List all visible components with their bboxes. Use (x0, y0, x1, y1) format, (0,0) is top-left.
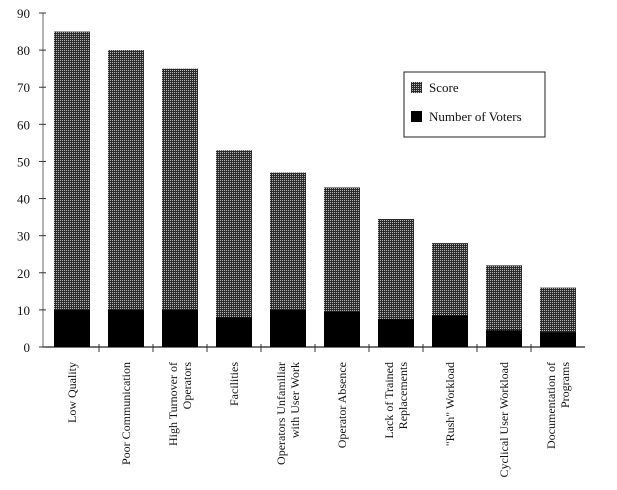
legend: Score Number of Voters (403, 71, 546, 138)
bar-score (162, 68, 198, 348)
y-tick-label: 60 (17, 117, 30, 132)
bar-score (216, 150, 252, 347)
x-tick-label-line: Operator Absence (335, 362, 349, 448)
y-tick-label: 50 (17, 154, 30, 169)
x-tick-label-line: Poor Communication (119, 362, 133, 465)
x-tick-label-line: Facilities (227, 362, 241, 406)
y-tick-label: 80 (17, 43, 30, 58)
x-tick-label-line: Replacements (396, 362, 410, 430)
y-tick-label: 20 (17, 266, 30, 281)
bar-number-of-voters (54, 309, 90, 347)
bar-number-of-voters (486, 330, 522, 347)
y-tick-label: 40 (17, 192, 30, 207)
legend-box (403, 71, 546, 138)
legend-label: Number of Voters (429, 109, 522, 124)
bar-number-of-voters (270, 309, 306, 347)
bar-number-of-voters (432, 315, 468, 347)
y-tick-label: 0 (24, 340, 31, 355)
x-tick-label: "Rush" Workload (443, 362, 457, 446)
bar-score (108, 50, 144, 347)
y-tick-label: 30 (17, 229, 30, 244)
x-tick-label-line: Lack of Trained (382, 362, 396, 439)
bar-number-of-voters (540, 332, 576, 347)
x-tick-label-line: High Turnover of (166, 362, 180, 446)
x-tick-label: High Turnover ofOperators (166, 362, 194, 446)
x-tick-label-line: Cyclical User Workload (497, 362, 511, 477)
bar-number-of-voters (216, 317, 252, 347)
x-tick-label-line: Documentation of (544, 362, 558, 449)
bar-score (54, 31, 90, 348)
x-tick-label-line: Low Quality (65, 362, 79, 423)
y-tick-label: 90 (17, 6, 30, 21)
bar-number-of-voters (108, 309, 144, 347)
y-tick-label: 10 (17, 303, 30, 318)
x-tick-label: Cyclical User Workload (497, 362, 511, 477)
x-tick-label-line: Programs (558, 362, 572, 408)
bar-number-of-voters (378, 319, 414, 347)
legend-swatch (411, 111, 422, 122)
x-tick-label-line: Operators Unfamiliar (274, 362, 288, 465)
bar-number-of-voters (162, 309, 198, 347)
x-tick-label-line: "Rush" Workload (443, 362, 457, 446)
y-tick-label: 70 (17, 80, 30, 95)
legend-swatch (411, 82, 422, 93)
x-tick-label: Poor Communication (119, 362, 133, 465)
x-tick-label: Facilities (227, 362, 241, 406)
x-tick-label: Low Quality (65, 362, 79, 423)
x-tick-label-line: with User Work (288, 362, 302, 438)
x-tick-label: Lack of TrainedReplacements (382, 362, 410, 439)
x-tick-label: Operators Unfamiliarwith User Work (274, 362, 302, 465)
legend-label: Score (429, 80, 459, 95)
bar-number-of-voters (324, 311, 360, 347)
x-tick-label: Operator Absence (335, 362, 349, 448)
x-tick-label: Documentation ofPrograms (544, 362, 572, 449)
x-tick-label-line: Operators (180, 362, 194, 410)
